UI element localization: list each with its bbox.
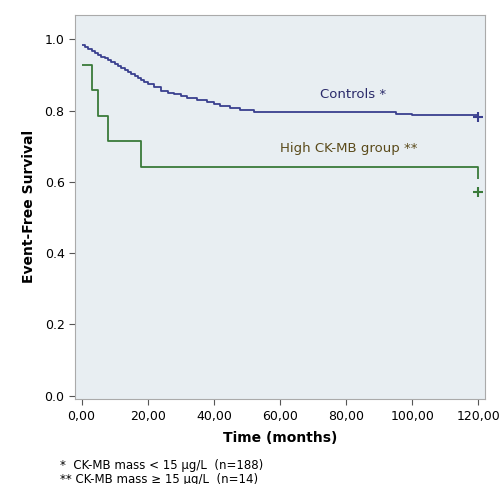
- Text: High CK-MB group **: High CK-MB group **: [280, 142, 417, 154]
- Y-axis label: Event-Free Survival: Event-Free Survival: [22, 130, 36, 284]
- Text: ** CK-MB mass ≥ 15 μg/L  (n=14): ** CK-MB mass ≥ 15 μg/L (n=14): [60, 473, 258, 484]
- Text: *  CK-MB mass < 15 μg/L  (n=188): * CK-MB mass < 15 μg/L (n=188): [60, 459, 263, 472]
- Text: Controls *: Controls *: [320, 88, 386, 101]
- X-axis label: Time (months): Time (months): [223, 431, 337, 445]
